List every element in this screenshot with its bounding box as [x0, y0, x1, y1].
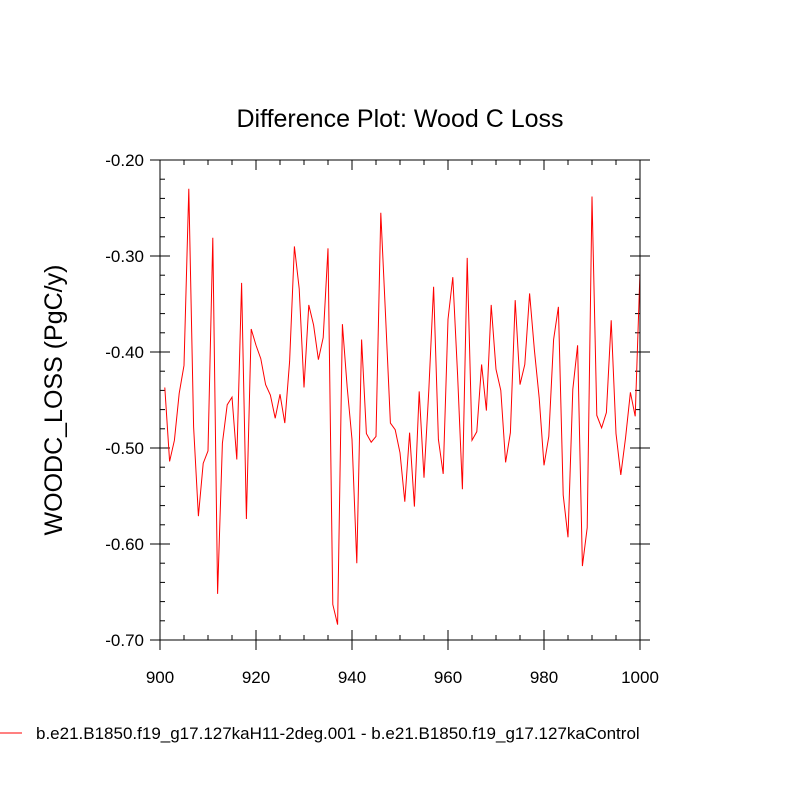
legend: b.e21.B1850.f19_g17.127kaH11-2deg.001 - … — [0, 724, 640, 743]
y-tick-label: -0.60 — [105, 535, 144, 554]
legend-label: b.e21.B1850.f19_g17.127kaH11-2deg.001 - … — [36, 724, 640, 743]
y-tick-label: -0.20 — [105, 151, 144, 170]
x-tick-label: 980 — [530, 668, 558, 687]
y-tick-label: -0.30 — [105, 247, 144, 266]
series-line — [164, 188, 641, 625]
tick-labels: 900 920 940 960 980 1000 -0.20 -0.30 -0.40 -0.50 -… — [105, 151, 659, 687]
axis-ticks — [150, 159, 650, 650]
y-axis-label: WOODC_LOSS (PgC/y) — [40, 265, 68, 536]
chart-title: Difference Plot: Wood C Loss — [236, 105, 563, 133]
y-tick-label: -0.40 — [105, 343, 144, 362]
series-layer — [164, 188, 641, 625]
x-tick-label: 1000 — [621, 668, 659, 687]
y-tick-label: -0.70 — [105, 631, 144, 650]
x-tick-label: 960 — [434, 668, 462, 687]
x-tick-label: 900 — [146, 668, 174, 687]
y-tick-label: -0.50 — [105, 439, 144, 458]
plot-frame — [159, 159, 641, 641]
x-tick-label: 940 — [338, 668, 366, 687]
x-tick-label: 920 — [242, 668, 270, 687]
